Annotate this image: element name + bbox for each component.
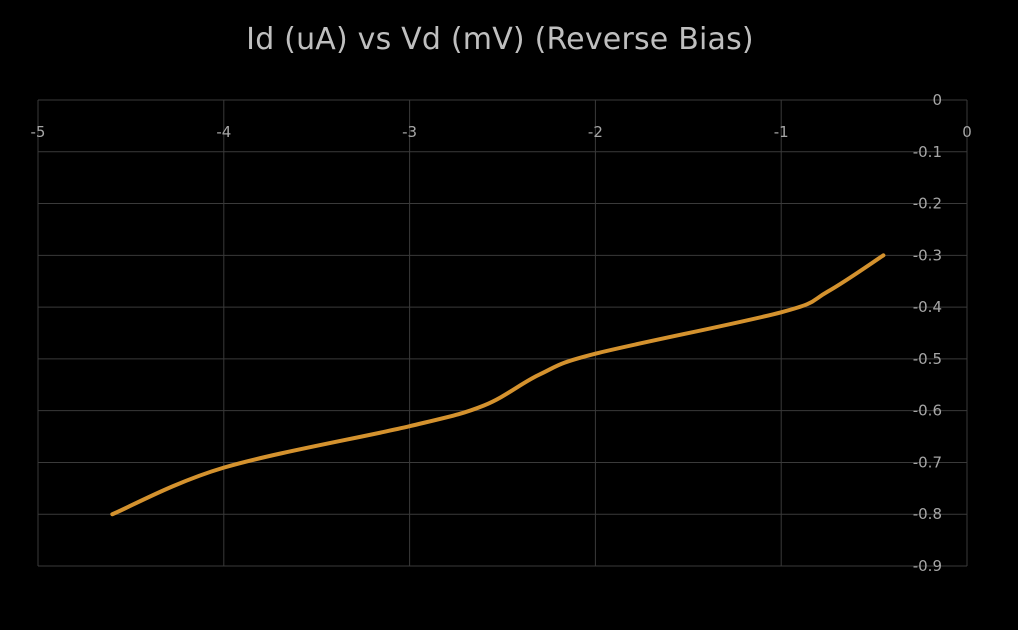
y-tick-label: 0 [932,91,942,109]
y-tick-label: -0.6 [913,402,942,420]
x-tick-label: -1 [774,123,789,141]
y-tick-label: -0.8 [913,505,942,523]
y-axis-ticks: 0 -0.1 -0.2 -0.3 -0.4 -0.5 -0.6 -0.7 -0.8 -0.9 [913,91,942,575]
series-line [110,253,886,517]
x-tick-label: 0 [962,123,972,141]
y-tick-label: -0.2 [913,195,942,213]
y-tick-label: -0.1 [913,143,942,161]
x-tick-label: -4 [216,123,231,141]
chart-title: Id (uA) vs Vd (mV) (Reverse Bias) [246,22,754,57]
x-axis-ticks: -5 -4 -3 -2 -1 0 [31,123,972,141]
y-tick-label: -0.5 [913,350,942,368]
grid-lines [37,99,968,567]
x-tick-label: -5 [31,123,46,141]
x-tick-label: -2 [588,123,603,141]
y-tick-label: -0.3 [913,246,942,264]
y-tick-label: -0.7 [913,453,942,471]
x-tick-label: -3 [402,123,417,141]
series-layer [110,253,886,517]
y-tick-label: -0.4 [913,298,942,316]
y-tick-label: -0.9 [913,557,942,575]
